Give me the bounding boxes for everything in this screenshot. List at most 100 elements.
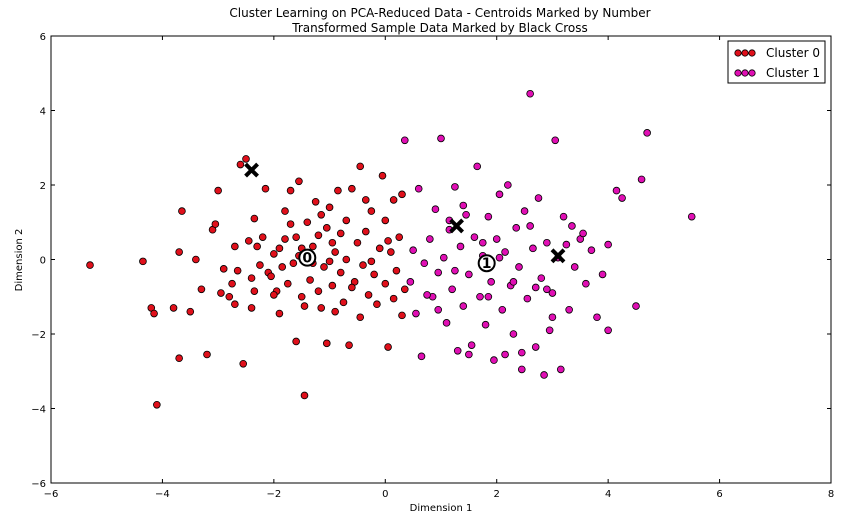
chart-title-line-1: Cluster Learning on PCA-Reduced Data - C…: [229, 6, 650, 20]
cluster-0-point: [325, 203, 334, 212]
cluster-0-point: [367, 207, 376, 215]
cluster-0-point: [214, 186, 222, 195]
cluster-1-point: [423, 291, 431, 299]
legend-label-cluster-0: Cluster 0: [766, 46, 820, 60]
cluster-0-point: [300, 391, 309, 400]
centroid-0-label: 0: [302, 251, 312, 267]
cluster-0-point: [228, 279, 236, 288]
cluster-1-point: [406, 278, 415, 286]
cluster-0-point: [317, 211, 326, 219]
cluster-0-point: [219, 265, 228, 273]
cluster-0-point: [86, 261, 94, 269]
cluster-0-point: [320, 263, 328, 271]
cluster-1-point: [543, 238, 551, 247]
cluster-0-point: [289, 259, 298, 268]
cluster-0-point: [225, 292, 234, 301]
cluster-0-point: [314, 287, 323, 295]
sample-cross-0: [244, 162, 259, 178]
cluster-1-point: [504, 181, 512, 189]
cluster-0-point: [309, 242, 317, 251]
cluster-0-point: [370, 270, 378, 279]
cluster-1-point: [531, 283, 540, 292]
cluster-0-point: [270, 250, 278, 258]
cluster-1-point: [434, 268, 443, 277]
y-tick-label: 0: [40, 256, 46, 267]
x-tick-label: −2: [266, 489, 281, 500]
cluster-1-point: [473, 162, 482, 171]
cluster-0-point: [342, 255, 351, 264]
sample-cross-1: [449, 218, 465, 234]
cluster-1-point: [490, 356, 498, 364]
cluster-0-point: [153, 400, 161, 409]
x-tick-label: 8: [828, 489, 834, 500]
cluster-0-point: [242, 155, 250, 163]
cluster-1-point: [537, 274, 546, 282]
legend: Cluster 0 Cluster 1: [727, 40, 826, 84]
cluster-1-point: [517, 365, 526, 374]
cluster-0-point: [247, 304, 256, 312]
cluster-1-point: [426, 235, 434, 243]
chart-title-line-2: Transformed Sample Data Marked by Black …: [291, 21, 587, 35]
cluster-0-point: [328, 238, 337, 247]
cluster-1-point: [456, 242, 465, 251]
cluster-1-point: [548, 289, 557, 297]
cluster-0-point: [356, 162, 365, 171]
cluster-1-point: [498, 305, 507, 314]
cluster-1-point: [523, 294, 532, 303]
cluster-0-point: [398, 311, 406, 320]
cluster-1-point: [509, 278, 518, 286]
cluster-1-point: [414, 184, 423, 193]
cluster-0-point: [317, 304, 326, 312]
cluster-0-point: [364, 291, 373, 299]
cluster-0-point: [373, 300, 381, 309]
cluster-0-point: [211, 220, 220, 228]
x-tick-label: 4: [605, 489, 611, 500]
cluster-1-point: [604, 240, 612, 249]
cluster-0-point: [239, 359, 248, 368]
cluster-1-point: [484, 292, 493, 301]
centroid-1-label: 1: [482, 256, 492, 272]
y-axis-ticks: −6 −4 −2 0 2 4 6: [31, 32, 831, 490]
cluster-1-point: [618, 194, 626, 202]
cluster-0-point: [278, 263, 287, 271]
cluster-1-point: [509, 330, 518, 338]
cluster-0-point: [359, 261, 367, 269]
cluster-1-point: [604, 326, 612, 335]
legend-marker-cluster-0: [748, 49, 756, 57]
x-tick-label: 2: [494, 489, 500, 500]
cluster-1-point: [495, 253, 504, 262]
cluster-1-point: [481, 320, 490, 329]
cluster-0-point: [281, 207, 289, 215]
cluster-1-point: [515, 263, 523, 271]
cluster-0-point: [175, 354, 183, 363]
cluster-0-point: [267, 272, 275, 281]
cluster-0-point: [392, 266, 401, 275]
cluster-0-point: [322, 224, 331, 232]
cluster-0-point: [384, 343, 392, 351]
cluster-1-point: [442, 319, 451, 327]
cluster-1-point: [520, 207, 529, 215]
y-tick-label: 6: [40, 32, 46, 43]
x-tick-label: −6: [44, 489, 59, 500]
cluster-1-point: [540, 371, 548, 379]
cluster-0-point: [389, 196, 398, 204]
cluster-0-point: [253, 242, 261, 251]
cluster-0-point: [233, 266, 242, 275]
cluster-1-point: [570, 263, 579, 271]
legend-label-cluster-1: Cluster 1: [766, 66, 820, 80]
cluster-0-point: [345, 341, 353, 349]
cluster-0-point: [281, 235, 289, 243]
cluster-0-point: [247, 274, 256, 282]
cluster-0-point: [300, 302, 309, 310]
cluster-0-point: [250, 287, 259, 295]
cluster-0-point: [292, 337, 300, 346]
cluster-1-point: [417, 352, 426, 361]
cluster-1-point: [470, 233, 479, 241]
cluster-0-point: [275, 309, 284, 318]
cluster-1-point: [587, 246, 596, 254]
cluster-0-point: [328, 281, 337, 290]
cluster-1-point: [451, 183, 459, 191]
cluster-1-point: [526, 89, 534, 98]
cluster-0-point: [169, 304, 178, 312]
